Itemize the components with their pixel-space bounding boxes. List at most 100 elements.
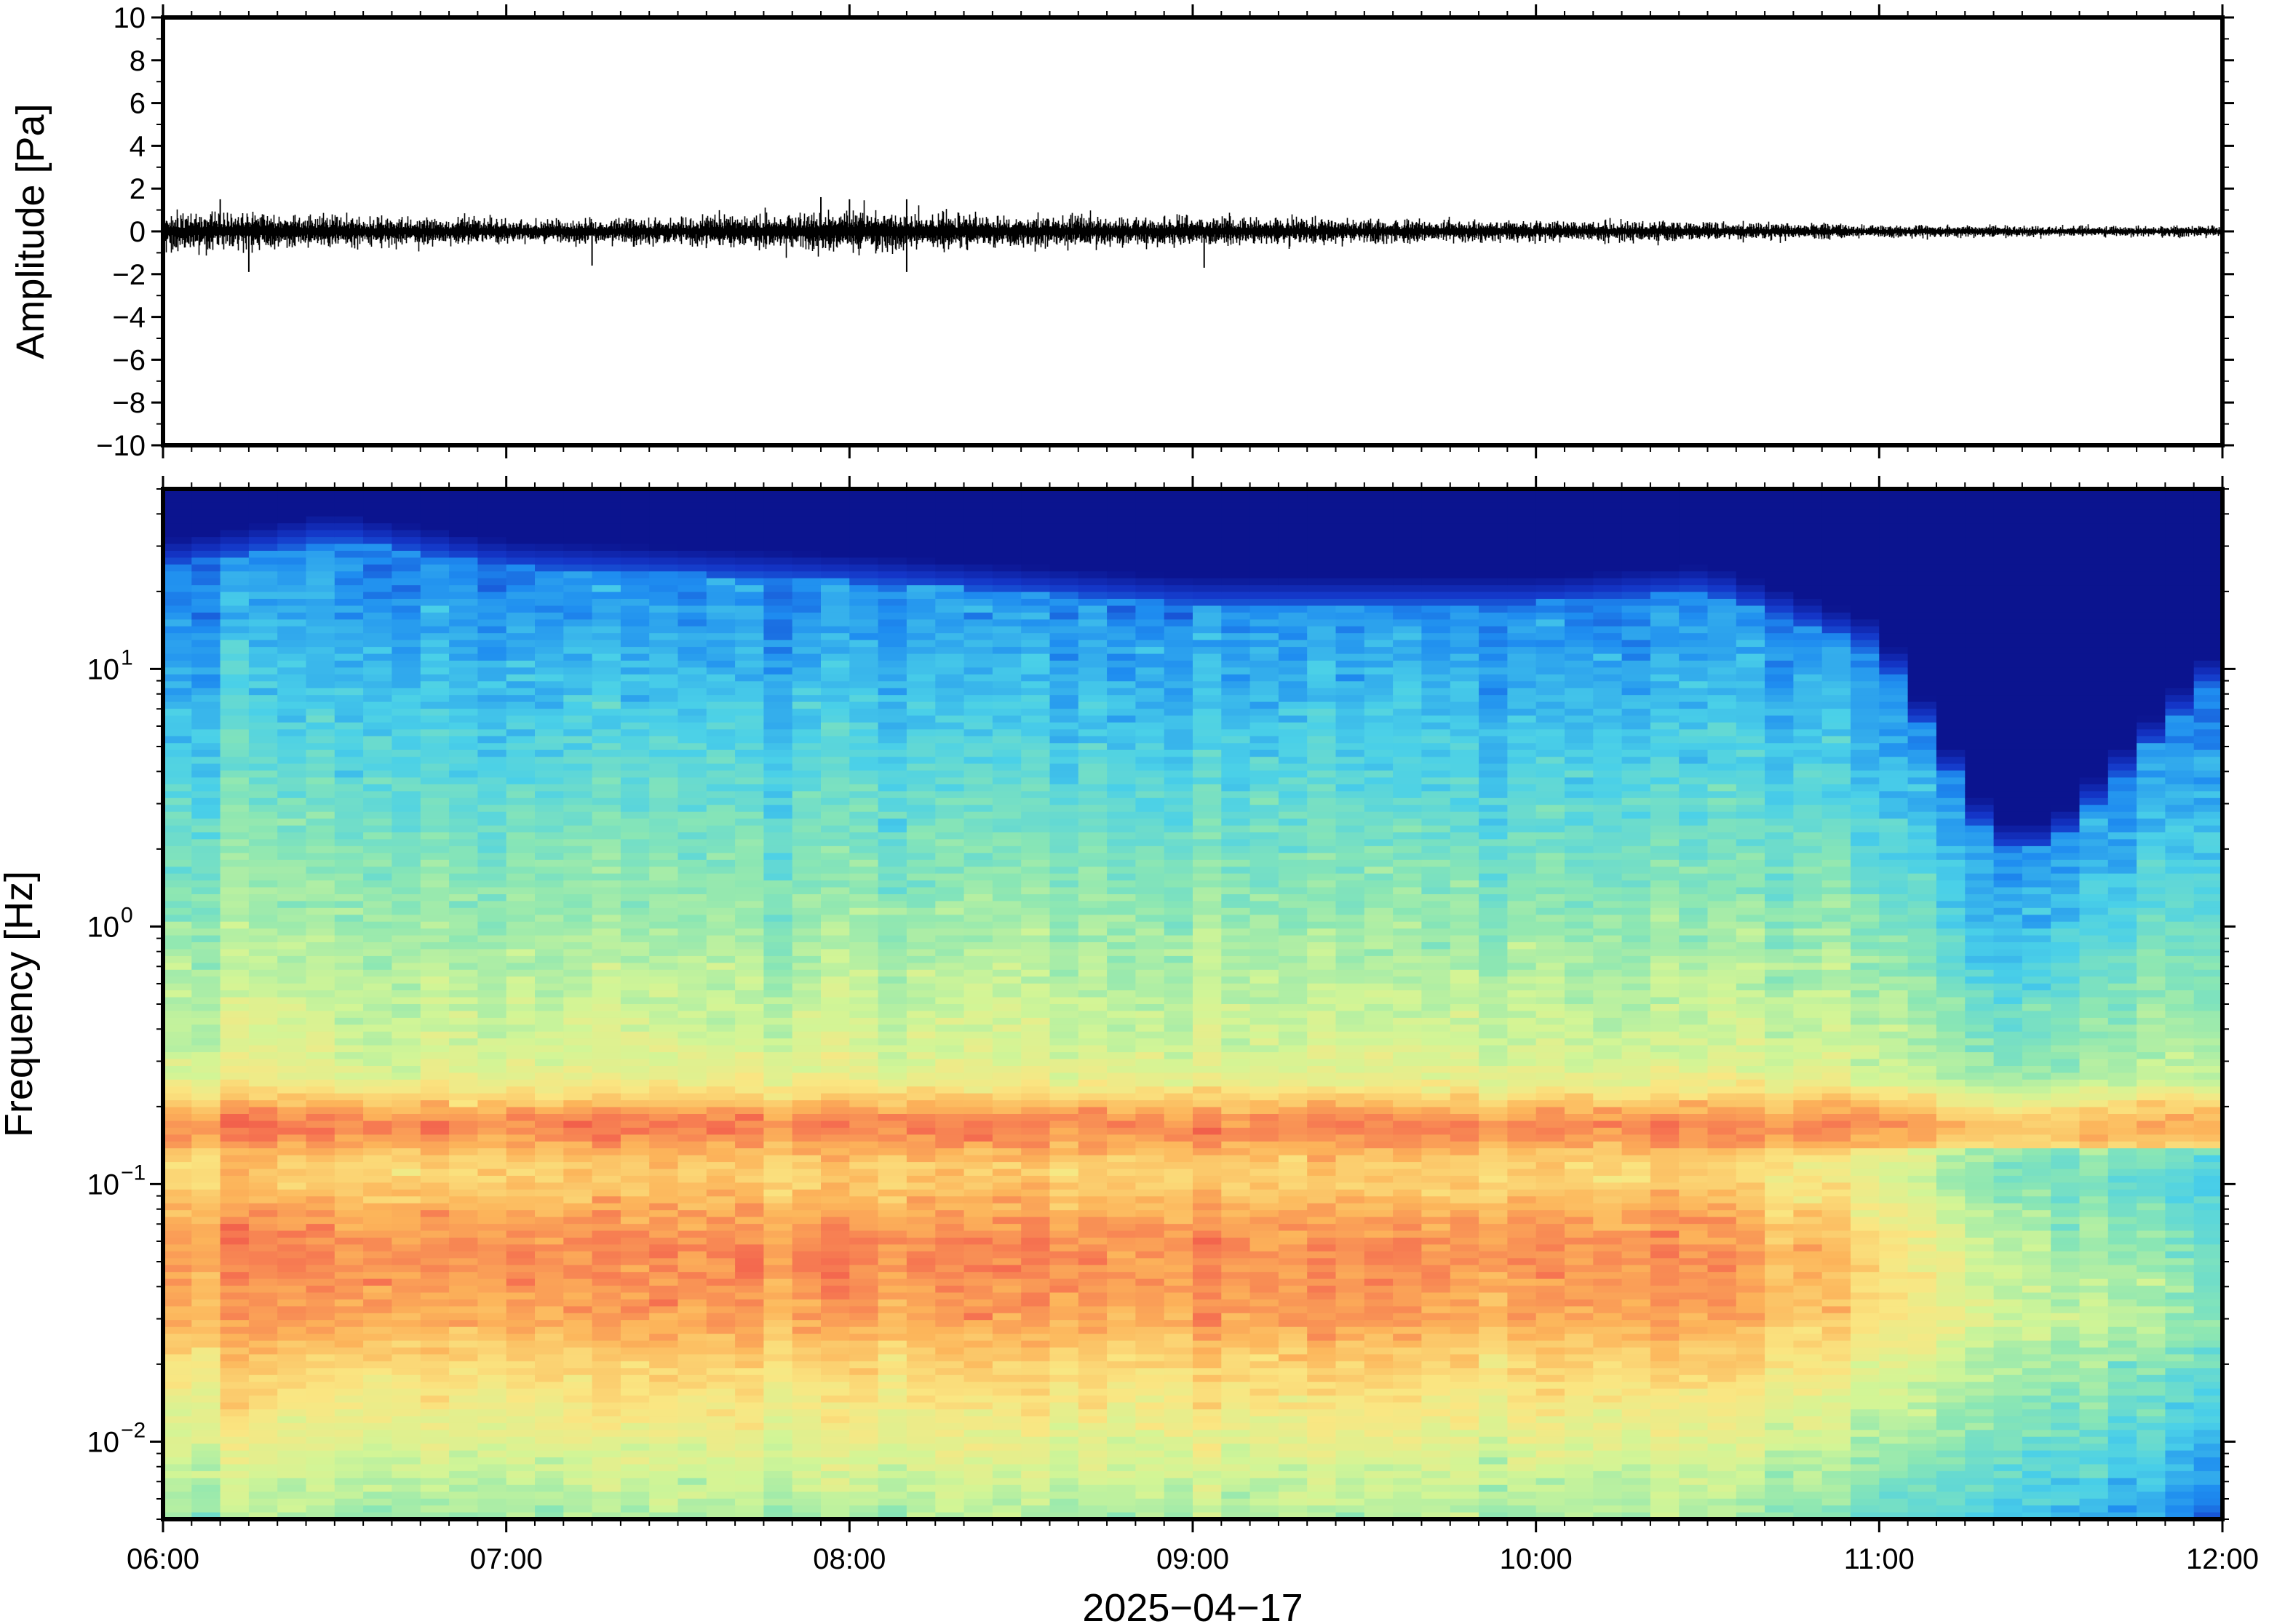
spectrogram-cell bbox=[420, 661, 450, 669]
spectrogram-cell bbox=[906, 1169, 936, 1177]
spectrogram-cell bbox=[849, 1340, 879, 1348]
spectrogram-cell bbox=[992, 1031, 1022, 1039]
spectrogram-cell bbox=[906, 729, 936, 737]
spectrogram-cell bbox=[821, 757, 851, 765]
spectrogram-cell bbox=[220, 1374, 250, 1382]
spectrogram-cell bbox=[935, 495, 965, 503]
spectrogram-cell bbox=[220, 592, 250, 600]
spectrogram-cell bbox=[477, 571, 507, 579]
spectrogram-cell bbox=[392, 1189, 421, 1198]
spectrogram-cell bbox=[420, 640, 450, 648]
spectrogram-cell bbox=[1021, 1368, 1051, 1376]
spectrogram-cell bbox=[792, 949, 822, 957]
spectrogram-cell bbox=[677, 695, 707, 703]
spectrogram-cell bbox=[1021, 1059, 1051, 1067]
spectrogram-cell bbox=[420, 797, 450, 805]
spectrogram-cell bbox=[620, 825, 650, 833]
spectrogram-cell bbox=[506, 1409, 536, 1417]
spectrogram-cell bbox=[334, 894, 364, 902]
spectrogram-cell bbox=[677, 502, 707, 511]
spectrogram-cell bbox=[592, 681, 621, 689]
spectrogram-cell bbox=[306, 544, 335, 552]
spectrogram-cell bbox=[763, 1396, 793, 1404]
spectrogram-cell bbox=[677, 1210, 707, 1218]
spectrogram-cell bbox=[763, 530, 793, 538]
spectrogram-cell bbox=[649, 605, 679, 613]
spectrogram-cell bbox=[477, 819, 507, 827]
spectrogram-cell bbox=[163, 1368, 193, 1376]
spectrogram-cell bbox=[420, 1299, 450, 1307]
spectrogram-cell bbox=[677, 1450, 707, 1458]
spectrogram-cell bbox=[420, 894, 450, 902]
spectrogram-cell bbox=[306, 1354, 335, 1362]
spectrogram-cell bbox=[706, 1258, 736, 1266]
spectrogram-cell bbox=[821, 551, 851, 559]
spectrogram-cell bbox=[334, 544, 364, 552]
spectrogram-cell bbox=[1021, 901, 1051, 909]
spectrogram-cell bbox=[363, 1121, 393, 1129]
spectrogram-cell bbox=[735, 859, 765, 867]
spectrogram-cell bbox=[592, 1505, 621, 1513]
spectrogram-cell bbox=[620, 729, 650, 737]
spectrogram-cell bbox=[449, 757, 479, 765]
spectrogram-cell bbox=[277, 1127, 307, 1136]
spectrogram-cell bbox=[563, 805, 593, 813]
spectrogram-cell bbox=[277, 1086, 307, 1094]
spectrogram-cell bbox=[420, 887, 450, 895]
spectrogram-cell bbox=[191, 791, 221, 799]
spectrogram-cell bbox=[935, 873, 965, 881]
spectrogram-cell bbox=[420, 1492, 450, 1500]
spectrogram-cell bbox=[334, 1396, 364, 1404]
spectrogram-cell bbox=[420, 1313, 450, 1321]
spectrogram-cell bbox=[592, 1265, 621, 1273]
spectrogram-cell bbox=[792, 530, 822, 538]
spectrogram-cell bbox=[334, 1224, 364, 1232]
spectrogram-cell bbox=[821, 1436, 851, 1444]
spectrogram-cell bbox=[220, 578, 250, 586]
spectrogram-cell bbox=[763, 894, 793, 902]
spectrogram-cell bbox=[735, 894, 765, 902]
spectrogram-cell bbox=[449, 1450, 479, 1458]
spectrogram-cell bbox=[592, 743, 621, 751]
spectrogram-cell bbox=[191, 1422, 221, 1430]
spectrogram-cell bbox=[277, 667, 307, 675]
spectrogram-cell bbox=[449, 969, 479, 977]
spectrogram-cell bbox=[563, 771, 593, 779]
spectrogram-cell bbox=[248, 1457, 278, 1465]
spectrogram-cell bbox=[592, 1031, 621, 1039]
spectrogram-cell bbox=[306, 880, 335, 888]
spectrogram-cell bbox=[363, 1368, 393, 1376]
spectrogram-cell bbox=[248, 749, 278, 757]
spectrogram-cell bbox=[392, 1286, 421, 1294]
spectrogram-cell bbox=[277, 976, 307, 984]
spectrogram-cell bbox=[248, 544, 278, 552]
spectrogram-cell bbox=[706, 1045, 736, 1053]
spectrogram-cell bbox=[792, 1505, 822, 1513]
spectrogram-cell bbox=[620, 571, 650, 579]
spectrogram-cell bbox=[935, 674, 965, 682]
spectrogram-cell bbox=[392, 1141, 421, 1149]
spectrogram-cell bbox=[592, 626, 621, 634]
spectrogram-cell bbox=[334, 1348, 364, 1356]
spectrogram-cell bbox=[849, 516, 879, 524]
spectrogram-cell bbox=[277, 1422, 307, 1430]
spectrogram-cell bbox=[792, 681, 822, 689]
spectrogram-cell bbox=[735, 633, 765, 641]
spectrogram-cell bbox=[563, 1457, 593, 1465]
spectrogram-cell bbox=[735, 537, 765, 545]
spectrogram-cell bbox=[449, 592, 479, 600]
spectrogram-cell bbox=[363, 777, 393, 785]
spectrogram-cell bbox=[420, 1334, 450, 1342]
spectrogram-cell bbox=[1021, 537, 1051, 545]
spectrogram-cell bbox=[535, 743, 565, 751]
spectrogram-cell bbox=[1049, 626, 1079, 634]
spectrogram-cell bbox=[392, 805, 421, 813]
spectrogram-cell bbox=[992, 990, 1022, 998]
spectrogram-cell bbox=[248, 1478, 278, 1486]
spectrogram-cell bbox=[248, 839, 278, 847]
spectrogram-cell bbox=[935, 1052, 965, 1060]
spectrogram-cell bbox=[849, 1017, 879, 1026]
spectrogram-cell bbox=[821, 1100, 851, 1108]
spectrogram-cell bbox=[334, 695, 364, 703]
spectrogram-cell bbox=[535, 1348, 565, 1356]
